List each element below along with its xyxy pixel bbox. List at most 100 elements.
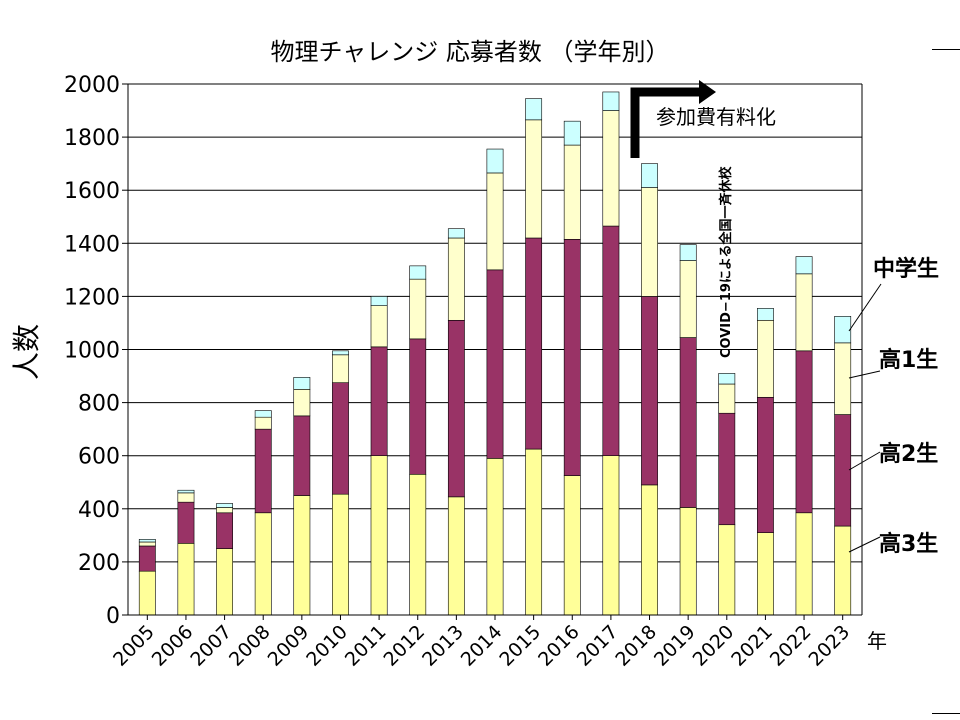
bar-segment-高1生-2023 bbox=[834, 342, 852, 415]
bar-segment-高1生-2014 bbox=[486, 172, 504, 271]
x-tick-label: 2015 bbox=[495, 621, 545, 671]
bar-segment-中学生-2023 bbox=[834, 316, 852, 344]
bar-segment-高1生-2012 bbox=[409, 278, 427, 340]
x-tick-label: 2018 bbox=[611, 621, 661, 671]
bar-segment-中学生-2008 bbox=[254, 410, 272, 418]
bar-segment-高3生-2007 bbox=[216, 548, 233, 616]
decorative-rule-top bbox=[932, 49, 960, 50]
bar-segment-高3生-2006 bbox=[177, 543, 195, 616]
bar-segment-高3生-2014 bbox=[486, 458, 504, 616]
bar-segment-高3生-2011 bbox=[370, 455, 388, 616]
bar-segment-高3生-2022 bbox=[795, 512, 813, 616]
bar-segment-中学生-2011 bbox=[370, 296, 388, 306]
bar-segment-高2生-2010 bbox=[332, 382, 349, 495]
covid-annotation: COVID−19による全国一斉休校 bbox=[718, 165, 734, 358]
legend: 中学生 高1生 高2生 高3生 bbox=[848, 256, 939, 557]
bar-segment-高3生-2010 bbox=[332, 493, 349, 616]
bar-segment-高3生-2023 bbox=[834, 525, 852, 616]
bar-segment-中学生-2019 bbox=[679, 244, 697, 261]
x-tick-label: 2020 bbox=[689, 621, 739, 671]
bar-segment-中学生-2007 bbox=[216, 503, 233, 508]
legend-label-grade-2: 高2生 bbox=[879, 441, 938, 467]
x-tick-label: 2012 bbox=[380, 621, 430, 671]
x-tick-label: 2016 bbox=[534, 621, 584, 671]
chart-title: 物理チャレンジ 応募者数 （学年別） bbox=[270, 38, 669, 66]
bar-segment-高2生-2008 bbox=[254, 428, 272, 514]
bar-segment-高2生-2005 bbox=[138, 545, 156, 572]
bar-segment-高2生-2006 bbox=[177, 501, 195, 544]
bar-segment-高3生-2005 bbox=[138, 570, 156, 616]
bar-segment-高1生-2005 bbox=[138, 541, 156, 547]
bar-segment-高3生-2019 bbox=[679, 507, 697, 616]
bar-segment-高1生-2021 bbox=[757, 319, 774, 398]
bar-segment-高1生-2011 bbox=[370, 305, 388, 348]
bar-segment-高1生-2009 bbox=[293, 389, 311, 417]
x-tick-label: 2014 bbox=[457, 621, 507, 671]
x-tick-label: 2011 bbox=[341, 621, 391, 671]
bar-segment-中学生-2015 bbox=[525, 98, 543, 121]
x-tick-label: 2006 bbox=[148, 621, 198, 671]
legend-label-junior-high: 中学生 bbox=[873, 256, 939, 282]
y-tick-label: 2000 bbox=[64, 73, 120, 98]
bar-segment-高2生-2023 bbox=[834, 414, 852, 527]
bar-segment-高3生-2021 bbox=[757, 532, 774, 616]
bar-segment-高2生-2022 bbox=[795, 350, 813, 514]
bar-segment-中学生-2016 bbox=[563, 120, 581, 146]
fee-annotation: 参加費有料化 bbox=[656, 105, 776, 129]
x-tick-label: 2019 bbox=[650, 621, 700, 671]
bar-segment-高3生-2013 bbox=[447, 496, 465, 616]
y-tick-label: 0 bbox=[106, 604, 120, 629]
bar-segment-中学生-2022 bbox=[795, 256, 813, 275]
x-tick-label: 2008 bbox=[225, 621, 275, 671]
bar-segment-高1生-2017 bbox=[602, 110, 620, 227]
bar-segment-高2生-2020 bbox=[718, 412, 736, 526]
bar-segment-高3生-2015 bbox=[525, 448, 543, 616]
legend-label-grade-3: 高3生 bbox=[879, 531, 938, 557]
y-tick-label: 1800 bbox=[64, 126, 120, 151]
bar-segment-高3生-2008 bbox=[254, 512, 272, 616]
bar-segment-中学生-2013 bbox=[447, 228, 465, 239]
bar-segment-高2生-2013 bbox=[447, 319, 465, 498]
y-tick-label: 800 bbox=[78, 392, 120, 417]
bar-segment-高1生-2020 bbox=[718, 383, 736, 414]
y-tick-label: 600 bbox=[78, 445, 120, 470]
bar-segment-高2生-2018 bbox=[641, 296, 658, 486]
x-tick-label: 2009 bbox=[264, 621, 314, 671]
bar-segment-高2生-2009 bbox=[293, 415, 311, 496]
y-tick-label: 1600 bbox=[64, 179, 120, 204]
legend-label-grade-1: 高1生 bbox=[879, 347, 938, 373]
bar-segment-中学生-2006 bbox=[177, 489, 195, 494]
bar-segment-高1生-2016 bbox=[563, 144, 581, 240]
bar-segment-高1生-2015 bbox=[525, 119, 543, 239]
bar-segment-高1生-2008 bbox=[254, 416, 272, 430]
bar-segment-中学生-2017 bbox=[602, 91, 620, 111]
bar-segment-中学生-2005 bbox=[138, 539, 156, 543]
bar-segment-高1生-2019 bbox=[679, 260, 697, 338]
bar-segment-高1生-2006 bbox=[177, 492, 195, 503]
bar-segment-中学生-2020 bbox=[718, 373, 736, 385]
bar-segment-高2生-2012 bbox=[409, 338, 427, 475]
x-tick-label: 2010 bbox=[302, 621, 352, 671]
bar-segment-高3生-2017 bbox=[602, 455, 620, 616]
bar-segment-中学生-2014 bbox=[486, 148, 504, 174]
bar-segment-高3生-2012 bbox=[409, 473, 427, 616]
bar-segment-中学生-2012 bbox=[409, 265, 427, 280]
x-tick-label: 2007 bbox=[186, 621, 236, 671]
bar-segment-高2生-2021 bbox=[757, 396, 774, 533]
bar-segment-高2生-2019 bbox=[679, 337, 697, 508]
bar-segment-高3生-2020 bbox=[718, 524, 736, 616]
bar-segment-高2生-2014 bbox=[486, 269, 504, 459]
y-tick-label: 1400 bbox=[64, 232, 120, 257]
y-tick-label: 1200 bbox=[64, 285, 120, 310]
bar-segment-高1生-2022 bbox=[795, 273, 813, 352]
bar-segment-高3生-2016 bbox=[563, 475, 581, 616]
bar-segment-中学生-2018 bbox=[641, 163, 658, 188]
bar-segment-高2生-2011 bbox=[370, 346, 388, 457]
bar-segment-高2生-2016 bbox=[563, 239, 581, 476]
x-tick-label: 2021 bbox=[727, 621, 777, 671]
bar-segment-高3生-2009 bbox=[293, 495, 311, 616]
y-tick-label: 200 bbox=[78, 551, 120, 576]
x-axis-unit-label: 年 bbox=[867, 629, 887, 653]
bar-segment-高1生-2007 bbox=[216, 507, 233, 514]
